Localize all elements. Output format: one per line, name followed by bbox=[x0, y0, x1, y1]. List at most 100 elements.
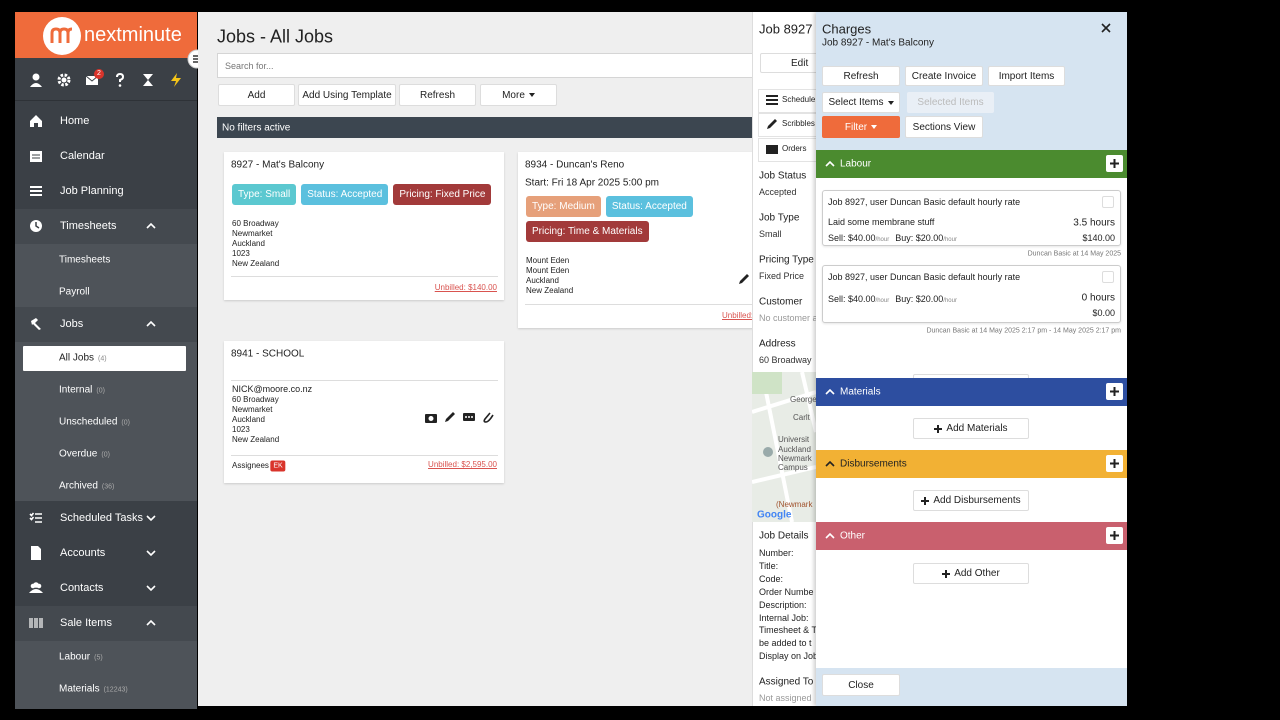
submenu-item[interactable]: Archived (36) bbox=[59, 481, 114, 492]
tab-label[interactable]: Scribbles bbox=[782, 119, 815, 128]
field-label: Address bbox=[759, 338, 796, 350]
plus-path bbox=[934, 424, 943, 433]
submenu-item[interactable]: Labour (5) bbox=[59, 652, 103, 663]
menu-label[interactable]: Timesheets bbox=[60, 220, 117, 232]
menu-item[interactable] bbox=[15, 104, 197, 140]
search-input[interactable] bbox=[217, 53, 757, 78]
buy-price: Buy: $20.00 bbox=[895, 294, 944, 304]
charges-title: Charges bbox=[822, 21, 872, 37]
job-card[interactable] bbox=[224, 341, 504, 483]
detail-line: Title: bbox=[759, 560, 779, 571]
section-header[interactable] bbox=[816, 150, 1127, 178]
toolbar-button[interactable]: Add Using Template bbox=[298, 84, 396, 106]
charge-item[interactable] bbox=[822, 265, 1121, 323]
unbilled-amount[interactable]: Unbilled: bbox=[722, 311, 754, 320]
caret bbox=[871, 125, 878, 129]
card-start: Start: Fri 18 Apr 2025 5:00 pm bbox=[525, 177, 659, 189]
submenu-item[interactable]: Internal (0) bbox=[59, 385, 105, 396]
unbilled-amount[interactable]: Unbilled: $140.00 bbox=[434, 283, 497, 292]
card-email: NICK@moore.co.nz bbox=[232, 384, 313, 394]
close-x bbox=[1101, 23, 1111, 33]
close-button[interactable]: Close bbox=[822, 674, 900, 696]
notification-badge[interactable]: 2 bbox=[94, 69, 104, 79]
chevron bbox=[146, 222, 156, 229]
tab[interactable] bbox=[758, 113, 816, 137]
caret bbox=[887, 100, 894, 105]
icon-shape bbox=[171, 73, 181, 87]
section-header[interactable] bbox=[816, 522, 1127, 550]
close-x-path[interactable] bbox=[1101, 23, 1111, 33]
chevron bbox=[825, 388, 835, 395]
unbilled-amount[interactable]: Unbilled: $2,595.00 bbox=[428, 460, 497, 469]
item-checkbox[interactable] bbox=[1102, 271, 1114, 283]
submenu-count: (0) bbox=[121, 419, 130, 427]
sell-price: Sell: $40.00 bbox=[828, 233, 876, 243]
section-name[interactable]: Materials bbox=[840, 386, 881, 398]
menu-item[interactable] bbox=[15, 536, 197, 572]
menu-label[interactable]: Sale Items bbox=[60, 617, 112, 629]
submenu-count: (5) bbox=[94, 654, 103, 662]
section-header[interactable] bbox=[816, 378, 1127, 406]
menu-item[interactable] bbox=[15, 209, 197, 245]
chevron-path bbox=[146, 619, 156, 626]
address-line: Auckland bbox=[526, 276, 559, 285]
submenu-item[interactable]: Unscheduled (0) bbox=[59, 417, 130, 428]
add-item-button[interactable]: Add Other bbox=[913, 563, 1029, 584]
item-checkbox[interactable] bbox=[1102, 196, 1114, 208]
submenu-item[interactable]: Payroll bbox=[59, 287, 90, 298]
icon-shape bbox=[57, 73, 71, 87]
section-name[interactable]: Labour bbox=[840, 158, 872, 170]
toolbar-button[interactable]: More bbox=[480, 84, 557, 106]
menu-label[interactable]: Calendar bbox=[60, 150, 105, 162]
icon-shape bbox=[35, 222, 40, 229]
item-title: Job 8927, user Duncan Basic default hour… bbox=[828, 272, 1021, 282]
tab-label[interactable]: Orders bbox=[782, 144, 807, 153]
tab-label[interactable]: Schedule bbox=[782, 95, 816, 104]
menu-label[interactable]: Job Planning bbox=[60, 185, 124, 197]
menu-item[interactable] bbox=[15, 174, 197, 210]
section-header[interactable] bbox=[816, 450, 1127, 478]
menu-item[interactable] bbox=[15, 307, 197, 343]
menu-label[interactable]: Contacts bbox=[60, 582, 104, 594]
section-name[interactable]: Other bbox=[840, 530, 866, 542]
submenu-item[interactable]: Overdue (0) bbox=[59, 449, 110, 460]
submenu-item[interactable]: All Jobs (4) bbox=[59, 353, 107, 364]
submenu-label: Payroll bbox=[59, 286, 90, 298]
tag: Type: Medium bbox=[526, 196, 601, 217]
search-placeholder[interactable]: Search for... bbox=[225, 61, 274, 71]
detail-line: Timesheet & T bbox=[759, 625, 818, 636]
chevron-path bbox=[146, 550, 156, 557]
logo-m bbox=[50, 27, 73, 43]
edit-button[interactable]: Edit bbox=[760, 53, 816, 73]
menu-item[interactable] bbox=[15, 606, 197, 642]
toolbar-button[interactable]: Refresh bbox=[399, 84, 476, 106]
card-divider bbox=[231, 276, 498, 277]
icon-list bbox=[766, 95, 778, 105]
menu-item[interactable] bbox=[15, 571, 197, 607]
charge-item[interactable] bbox=[822, 190, 1121, 246]
menu-label[interactable]: Home bbox=[60, 115, 90, 127]
charges-button[interactable]: Create Invoice bbox=[905, 66, 983, 86]
add-item-button[interactable]: Add Materials bbox=[913, 418, 1029, 439]
section-name[interactable]: Disbursements bbox=[840, 458, 907, 470]
icon-shape bbox=[116, 72, 125, 82]
tag-list: Type: Medium Status: Accepted Pricing: Tim… bbox=[526, 196, 752, 242]
chevron-path bbox=[146, 320, 156, 327]
charges-button[interactable]: Refresh bbox=[822, 66, 900, 86]
select-items-button[interactable]: Select Items bbox=[822, 92, 900, 113]
item-total: $0.00 bbox=[1092, 308, 1115, 318]
sections-view-button[interactable]: Sections View bbox=[905, 116, 983, 138]
details-title: Job Details bbox=[759, 530, 809, 542]
submenu-item[interactable]: Materials (12243) bbox=[59, 684, 128, 695]
filter-button[interactable]: Filter bbox=[822, 116, 900, 138]
submenu-item[interactable]: Timesheets bbox=[59, 255, 110, 266]
menu-label[interactable]: Scheduled Tasks bbox=[60, 512, 143, 524]
add-item-button[interactable]: Add Disbursements bbox=[913, 490, 1029, 511]
charges-button[interactable]: Import Items bbox=[988, 66, 1065, 86]
menu-label[interactable]: Jobs bbox=[60, 318, 84, 330]
plus-icon bbox=[1110, 459, 1119, 468]
icon-shape bbox=[61, 77, 67, 83]
menu-label[interactable]: Accounts bbox=[60, 547, 106, 559]
job-card[interactable] bbox=[224, 152, 504, 300]
toolbar-button[interactable]: Add bbox=[218, 84, 295, 106]
